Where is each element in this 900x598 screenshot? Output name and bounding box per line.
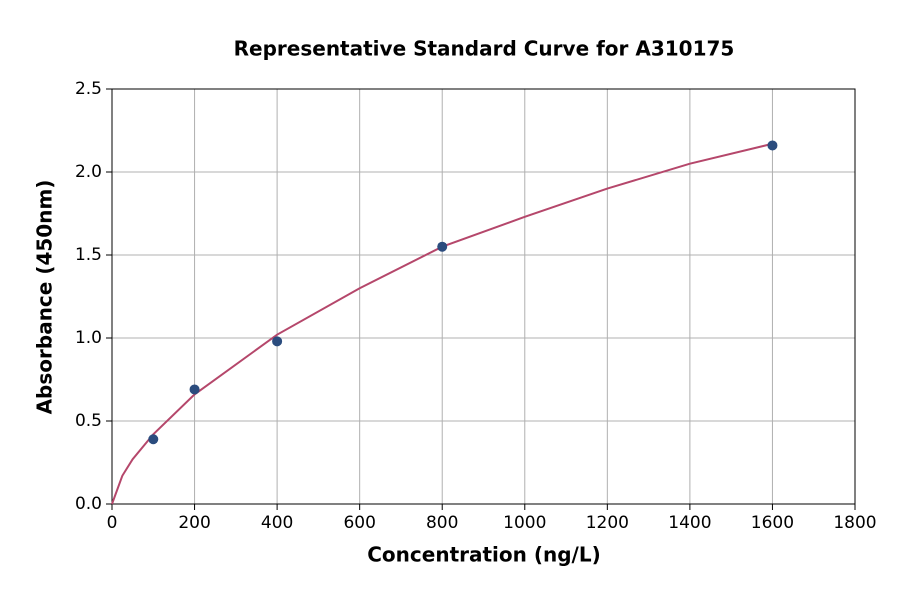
x-tick-label: 1600 — [751, 513, 794, 533]
data-point — [272, 336, 283, 347]
x-tick-label: 200 — [178, 513, 210, 533]
y-axis-label: Absorbance (450nm) — [33, 180, 57, 415]
data-point — [148, 434, 159, 445]
y-tick-label: 1.0 — [75, 328, 102, 348]
x-axis-label: Concentration (ng/L) — [367, 543, 600, 567]
fit-curve — [111, 142, 773, 505]
y-tick-label: 2.5 — [75, 79, 102, 99]
x-tick-label: 1800 — [833, 513, 876, 533]
x-tick-label: 0 — [107, 513, 118, 533]
chart-title: Representative Standard Curve for A31017… — [234, 37, 735, 61]
plot-frame — [111, 88, 856, 505]
x-tick-label: 1200 — [586, 513, 629, 533]
data-point — [767, 140, 778, 151]
x-tick-label: 600 — [343, 513, 375, 533]
data-point — [437, 241, 448, 252]
x-tick-label: 1400 — [668, 513, 711, 533]
x-tick-label: 400 — [261, 513, 293, 533]
y-tick-label: 2.0 — [75, 162, 102, 182]
x-tick-label: 800 — [426, 513, 458, 533]
data-point — [189, 384, 200, 395]
x-tick-label: 1000 — [503, 513, 546, 533]
y-tick-label: 1.5 — [75, 245, 102, 265]
y-tick-label: 0.5 — [75, 411, 102, 431]
y-tick-label: 0.0 — [75, 494, 102, 514]
